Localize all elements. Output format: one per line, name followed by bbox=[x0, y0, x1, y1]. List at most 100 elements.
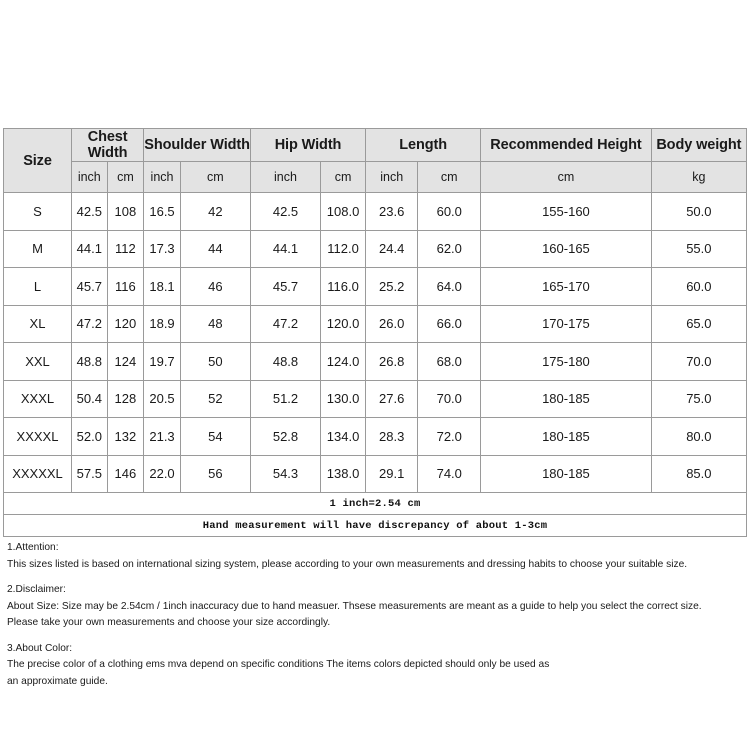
note-line: an approximate guide. bbox=[7, 675, 108, 687]
cell-length-cm: 74.0 bbox=[417, 454, 482, 493]
cell-chest-inch: 50.4 bbox=[71, 379, 108, 418]
unit-header-shoulder-cm: cm bbox=[179, 161, 251, 193]
note-attention: 1.Attention: This sizes listed is based o… bbox=[7, 540, 747, 573]
unit-header-length-cm: cm bbox=[417, 161, 482, 193]
cell-size: S bbox=[2, 192, 73, 231]
cell-size: XL bbox=[2, 304, 73, 343]
cell-chest-cm: 116 bbox=[106, 267, 145, 306]
cell-recommended-height: 180-185 bbox=[480, 454, 652, 493]
cell-body-weight: 65.0 bbox=[650, 304, 748, 343]
cell-shoulder-inch: 22.0 bbox=[143, 454, 181, 493]
cell-length-inch: 26.8 bbox=[365, 342, 419, 381]
cell-body-weight: 80.0 bbox=[650, 417, 748, 456]
note-title: 1.Attention: bbox=[7, 542, 59, 553]
table-row: XXXL 50.4 128 20.5 52 51.2 130.0 27.6 70.0 180-18… bbox=[2, 379, 748, 418]
unit-header-row: inch cm inch cm inch cm inch cm cm kg bbox=[4, 161, 748, 193]
table-row: XL 47.2 120 18.9 48 47.2 120.0 26.0 66.0 170-175 6… bbox=[2, 304, 748, 343]
cell-shoulder-cm: 52 bbox=[179, 379, 251, 418]
cell-shoulder-cm: 44 bbox=[179, 229, 251, 268]
cell-hip-inch: 52.8 bbox=[249, 417, 322, 456]
cell-shoulder-inch: 18.1 bbox=[143, 267, 181, 306]
cell-recommended-height: 180-185 bbox=[480, 379, 652, 418]
cell-shoulder-inch: 20.5 bbox=[143, 379, 181, 418]
column-header-hip-width: Hip Width bbox=[249, 128, 367, 162]
cell-body-weight: 50.0 bbox=[650, 192, 748, 231]
cell-shoulder-cm: 48 bbox=[179, 304, 251, 343]
cell-chest-cm: 120 bbox=[106, 304, 145, 343]
cell-body-weight: 60.0 bbox=[650, 267, 748, 306]
unit-header-shoulder-inch: inch bbox=[143, 161, 181, 193]
size-chart-table: Size Chest Width Shoulder Width Hip Widt… bbox=[2, 128, 748, 537]
note-title: 3.About Color: bbox=[7, 642, 73, 654]
cell-hip-inch: 48.8 bbox=[249, 342, 322, 381]
unit-header-chest-inch: inch bbox=[71, 161, 108, 193]
column-header-size: Size bbox=[2, 128, 73, 193]
cell-length-inch: 23.6 bbox=[365, 192, 419, 231]
unit-header-chest-cm: cm bbox=[106, 161, 145, 193]
cell-chest-inch: 57.5 bbox=[71, 454, 108, 493]
cell-body-weight: 70.0 bbox=[650, 342, 748, 381]
note-line: The precise color of a clothing ems mva … bbox=[7, 659, 550, 670]
cell-length-inch: 24.4 bbox=[365, 229, 419, 268]
column-header-recommended-height: Recommended Height bbox=[480, 128, 652, 162]
table-body: S 42.5 108 16.5 42 42.5 108.0 23.6 60.0 155-160 50… bbox=[2, 192, 748, 537]
cell-hip-inch: 42.5 bbox=[249, 192, 322, 231]
cell-chest-cm: 112 bbox=[106, 229, 145, 268]
cell-chest-inch: 42.5 bbox=[71, 192, 108, 231]
cell-shoulder-inch: 18.9 bbox=[143, 304, 181, 343]
cell-chest-inch: 45.7 bbox=[71, 267, 108, 306]
cell-hip-cm: 120.0 bbox=[320, 304, 367, 343]
cell-recommended-height: 160-165 bbox=[480, 229, 652, 268]
cell-body-weight: 85.0 bbox=[650, 454, 748, 493]
cell-length-inch: 27.6 bbox=[365, 379, 419, 418]
cell-chest-inch: 47.2 bbox=[71, 304, 108, 343]
cell-length-inch: 28.3 bbox=[365, 417, 419, 456]
cell-shoulder-cm: 46 bbox=[179, 267, 251, 306]
cell-length-cm: 64.0 bbox=[417, 267, 482, 306]
cell-length-inch: 25.2 bbox=[365, 267, 419, 306]
cell-size: XXL bbox=[2, 342, 73, 381]
cell-size: L bbox=[2, 267, 73, 306]
unit-header-height-cm: cm bbox=[480, 161, 652, 193]
cell-shoulder-inch: 19.7 bbox=[143, 342, 181, 381]
note-line: This sizes listed is based on internatio… bbox=[7, 558, 688, 570]
footer-note-conversion: 1 inch=2.54 cm bbox=[3, 492, 747, 515]
cell-chest-cm: 124 bbox=[106, 342, 145, 381]
footer-note-discrepancy: Hand measurement will have discrepancy o… bbox=[3, 514, 747, 537]
cell-shoulder-cm: 42 bbox=[179, 192, 251, 231]
cell-body-weight: 75.0 bbox=[650, 379, 748, 418]
cell-recommended-height: 170-175 bbox=[480, 304, 652, 343]
size-chart-container: Size Chest Width Shoulder Width Hip Widt… bbox=[2, 128, 748, 537]
cell-chest-inch: 52.0 bbox=[71, 417, 108, 456]
cell-hip-inch: 44.1 bbox=[249, 229, 322, 268]
table-row: S 42.5 108 16.5 42 42.5 108.0 23.6 60.0 155-160 50… bbox=[2, 192, 748, 231]
cell-chest-inch: 44.1 bbox=[71, 229, 108, 268]
cell-recommended-height: 180-185 bbox=[480, 417, 652, 456]
cell-length-cm: 72.0 bbox=[417, 417, 482, 456]
cell-length-inch: 26.0 bbox=[365, 304, 419, 343]
cell-body-weight: 55.0 bbox=[650, 229, 748, 268]
cell-shoulder-cm: 50 bbox=[179, 342, 251, 381]
cell-hip-inch: 47.2 bbox=[249, 304, 322, 343]
cell-size: M bbox=[2, 229, 73, 268]
cell-hip-cm: 112.0 bbox=[320, 229, 367, 268]
unit-header-hip-inch: inch bbox=[249, 161, 322, 193]
cell-hip-cm: 130.0 bbox=[320, 379, 367, 418]
cell-chest-inch: 48.8 bbox=[71, 342, 108, 381]
note-disclaimer: 2.Disclaimer: About Size: Size may be 2.5… bbox=[7, 582, 747, 632]
column-header-chest-width: Chest Width bbox=[71, 128, 145, 162]
note-line: About Size: Size may be 2.54cm / 1inch i… bbox=[7, 600, 702, 612]
cell-chest-cm: 132 bbox=[106, 417, 145, 456]
unit-header-hip-cm: cm bbox=[320, 161, 367, 193]
cell-chest-cm: 128 bbox=[106, 379, 145, 418]
cell-length-cm: 66.0 bbox=[417, 304, 482, 343]
cell-hip-cm: 108.0 bbox=[320, 192, 367, 231]
cell-size: XXXL bbox=[2, 379, 73, 418]
cell-hip-inch: 51.2 bbox=[249, 379, 322, 418]
cell-hip-cm: 124.0 bbox=[320, 342, 367, 381]
cell-length-cm: 68.0 bbox=[417, 342, 482, 381]
unit-header-weight-kg: kg bbox=[650, 161, 748, 193]
column-header-length: Length bbox=[365, 128, 482, 162]
notes-section: 1.Attention: This sizes listed is based o… bbox=[7, 540, 747, 690]
cell-hip-inch: 54.3 bbox=[249, 454, 322, 493]
